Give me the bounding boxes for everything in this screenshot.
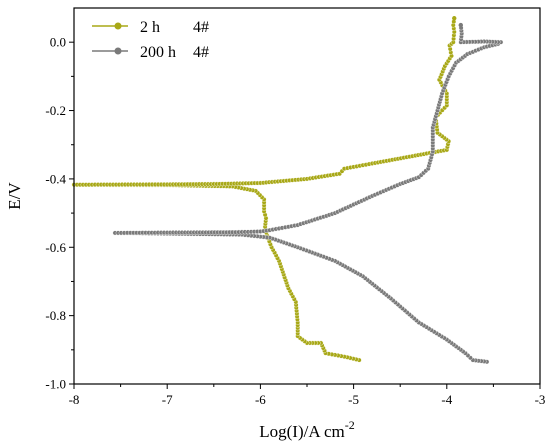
y-axis: -1.0 -0.8 -0.6 -0.4 -0.2 0.0: [45, 35, 74, 392]
y-tick-label: -0.4: [45, 171, 66, 186]
legend-sample-2h: 4#: [193, 19, 209, 36]
x-axis-title-superscript: -2: [345, 418, 355, 432]
y-tick-label: 0.0: [50, 35, 66, 50]
y-tick-label: -1.0: [45, 377, 66, 392]
x-tick-label: -8: [69, 392, 80, 407]
y-tick-label: -0.2: [45, 103, 66, 118]
y-tick-label: -0.6: [45, 240, 66, 255]
y-tick-label: -0.8: [45, 308, 66, 323]
series-0: [71, 16, 457, 363]
legend-marker-2h: [114, 22, 122, 30]
x-tick-label: -6: [255, 392, 266, 407]
x-tick-label: -5: [348, 392, 359, 407]
x-axis: -8 -7 -6 -5 -4 -3: [69, 384, 546, 407]
series-1: [112, 22, 504, 365]
legend-marker-200h: [114, 47, 122, 55]
data-point: [458, 22, 463, 28]
legend-label-200h: 200 h: [140, 44, 176, 61]
legend: 2 h 4# 200 h 4#: [92, 19, 209, 61]
x-axis-title: Log(I)/A cm-2: [259, 418, 354, 441]
x-tick-label: -3: [535, 392, 546, 407]
x-tick-label: -4: [441, 392, 452, 407]
legend-label-2h: 2 h: [140, 19, 160, 36]
data-point: [452, 16, 457, 21]
x-axis-title-text: Log(I)/A cm: [259, 422, 344, 441]
x-tick-label: -7: [162, 392, 173, 407]
y-axis-title: E/V: [5, 182, 24, 210]
legend-sample-200h: 4#: [193, 44, 209, 61]
series-layer: [71, 16, 504, 365]
